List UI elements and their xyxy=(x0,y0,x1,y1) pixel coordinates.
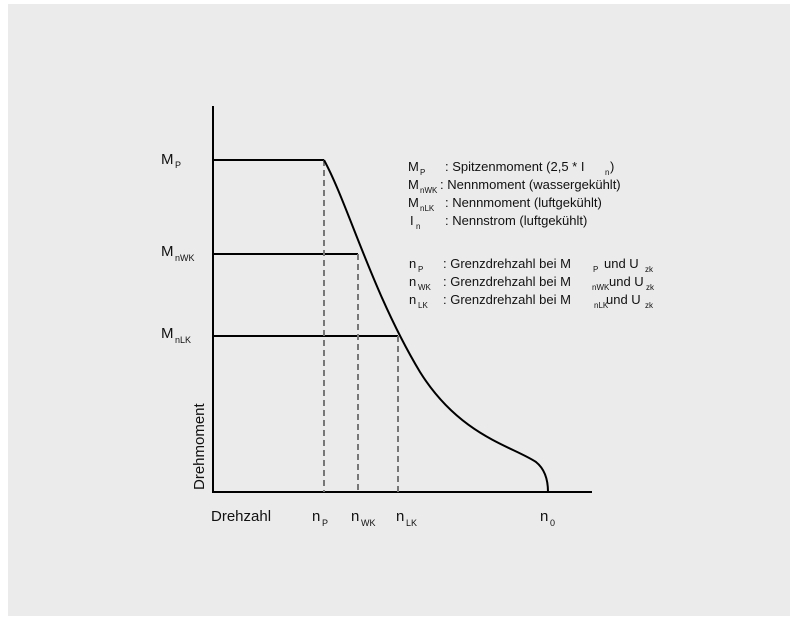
legend-symbol: M xyxy=(408,195,419,210)
legend-rated-current: I n : Nennstrom (luftgekühlt) xyxy=(410,213,587,231)
legend-symbol-sub: n xyxy=(416,222,420,231)
legend-text-sub: nWK xyxy=(592,283,610,292)
legend-symbol: n xyxy=(409,274,416,289)
legend-text-sub: n xyxy=(605,168,609,177)
x-tick-main: n xyxy=(351,508,359,525)
legend-text-2: und U xyxy=(606,292,641,307)
legend-symbol: n xyxy=(409,256,416,271)
legend-symbol-sub: nWK xyxy=(420,186,438,195)
legend-symbol-sub: nLK xyxy=(420,204,435,213)
y-axis-label: Drehmoment xyxy=(191,402,208,490)
x-tick-sub: WK xyxy=(361,518,376,528)
legend-text-sub: nLK xyxy=(594,301,609,310)
x-tick-main: n xyxy=(540,508,548,525)
legend-text-sub-2: zk xyxy=(645,265,654,274)
legend-peak-torque: M P : Spitzenmoment (2,5 * I n ) xyxy=(408,159,614,177)
y-tick-sub: P xyxy=(175,160,181,170)
x-axis-label: Drehzahl xyxy=(211,508,271,525)
legend-text-tail: ) xyxy=(610,159,614,174)
legend-text: : Grenzdrehzahl bei M xyxy=(443,256,571,271)
legend-symbol-sub: P xyxy=(418,265,423,274)
legend-symbol: I xyxy=(410,213,414,228)
legend-text: : Nennmoment (wassergekühlt) xyxy=(440,177,621,192)
x-tick-np: n P xyxy=(312,508,328,528)
legend-symbol: M xyxy=(408,177,419,192)
x-tick-n0: n 0 xyxy=(540,508,555,528)
x-tick-main: n xyxy=(396,508,404,525)
legend-limit-speed-wk: n WK : Grenzdrehzahl bei M nWK und U zk xyxy=(409,274,655,292)
legend-text: : Nennstrom (luftgekühlt) xyxy=(445,213,587,228)
y-tick-main: M xyxy=(161,325,174,342)
x-tick-nwk: n WK xyxy=(351,508,376,528)
legend-rated-torque-water: M nWK : Nennmoment (wassergekühlt) xyxy=(408,177,621,195)
legend-text-sub-2: zk xyxy=(646,283,655,292)
x-tick-sub: 0 xyxy=(550,518,555,528)
torque-speed-curve xyxy=(323,159,549,493)
legend-text-2: und U xyxy=(604,256,639,271)
y-tick-sub: nWK xyxy=(175,253,195,263)
legend-text-2: und U xyxy=(609,274,644,289)
legend-text: : Spitzenmoment (2,5 * I xyxy=(445,159,584,174)
legend-symbol-sub: P xyxy=(420,168,425,177)
legend-symbol-sub: WK xyxy=(418,283,432,292)
legend-symbol-sub: LK xyxy=(418,301,428,310)
legend-rated-torque-air: M nLK : Nennmoment (luftgekühlt) xyxy=(408,195,602,213)
legend-symbol: n xyxy=(409,292,416,307)
y-tick-main: M xyxy=(161,151,174,168)
x-tick-sub: LK xyxy=(406,518,417,528)
x-tick-main: n xyxy=(312,508,320,525)
y-tick-nwk: M nWK xyxy=(161,243,195,263)
y-tick-nlk: M nLK xyxy=(161,325,191,345)
legend-text: : Grenzdrehzahl bei M xyxy=(443,274,571,289)
y-tick-sub: nLK xyxy=(175,335,191,345)
x-tick-nlk: n LK xyxy=(396,508,417,528)
y-tick-peak: M P xyxy=(161,151,181,170)
legend-text: : Grenzdrehzahl bei M xyxy=(443,292,571,307)
legend-symbol: M xyxy=(408,159,419,174)
y-tick-main: M xyxy=(161,243,174,260)
chart-panel xyxy=(8,4,790,616)
legend-text-sub: P xyxy=(593,265,598,274)
legend-limit-speed-lk: n LK : Grenzdrehzahl bei M nLK und U zk xyxy=(409,292,654,310)
legend-text-sub-2: zk xyxy=(645,301,654,310)
legend-limit-speed-p: n P : Grenzdrehzahl bei M P und U zk xyxy=(409,256,654,274)
x-tick-sub: P xyxy=(322,518,328,528)
legend-text: : Nennmoment (luftgekühlt) xyxy=(445,195,602,210)
